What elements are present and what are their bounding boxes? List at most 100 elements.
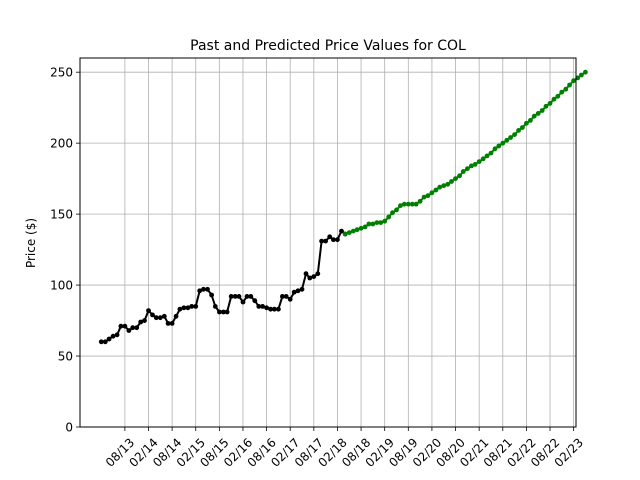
- data-point: [181, 305, 187, 311]
- data-point: [315, 271, 321, 277]
- data-point: [492, 146, 498, 152]
- data-point: [236, 294, 242, 299]
- data-point: [583, 69, 588, 75]
- data-point: [520, 125, 525, 130]
- data-point: [283, 294, 289, 299]
- data-point: [429, 190, 435, 196]
- data-point: [212, 304, 218, 309]
- y-tick-label: 250: [50, 66, 73, 80]
- data-point: [126, 328, 132, 333]
- data-point: [555, 93, 561, 99]
- data-point: [224, 309, 230, 315]
- data-point: [535, 111, 541, 116]
- data-point: [362, 224, 368, 230]
- data-point: [394, 207, 399, 213]
- data-point: [346, 230, 352, 236]
- data-point: [177, 306, 183, 312]
- data-point: [339, 228, 344, 234]
- data-point: [244, 294, 250, 299]
- data-point: [445, 181, 451, 187]
- data-point: [150, 312, 155, 318]
- data-point: [516, 127, 521, 133]
- data-point: [354, 227, 360, 233]
- data-point: [114, 332, 120, 338]
- data-point: [358, 225, 364, 231]
- data-point: [579, 72, 584, 78]
- data-point: [390, 210, 395, 216]
- data-point: [469, 163, 474, 169]
- data-point: [453, 176, 458, 182]
- data-point: [457, 173, 462, 179]
- chart-title: Past and Predicted Price Values for COL: [190, 38, 466, 54]
- data-point: [413, 201, 419, 207]
- data-point: [287, 296, 293, 302]
- data-point: [248, 294, 254, 299]
- data-point: [401, 201, 407, 207]
- data-point: [547, 101, 553, 106]
- data-point: [331, 237, 336, 243]
- data-point: [303, 271, 309, 277]
- data-point: [350, 228, 356, 234]
- data-point: [472, 162, 478, 167]
- data-point: [571, 78, 576, 84]
- data-point: [185, 305, 191, 311]
- data-point: [260, 304, 265, 309]
- data-point: [264, 305, 269, 311]
- data-point: [512, 132, 517, 138]
- data-point: [323, 238, 328, 244]
- data-point: [342, 231, 348, 237]
- data-point: [256, 304, 262, 309]
- data-point: [134, 325, 140, 331]
- data-point: [465, 166, 470, 172]
- data-point: [268, 306, 273, 312]
- y-tick-label: 50: [58, 350, 73, 364]
- data-point: [563, 86, 569, 92]
- data-point: [157, 315, 163, 321]
- data-point: [366, 221, 372, 227]
- data-point: [460, 169, 466, 174]
- data-point: [272, 306, 277, 312]
- data-point: [508, 135, 513, 140]
- data-point: [539, 108, 545, 113]
- data-point: [311, 274, 317, 279]
- data-point: [197, 288, 203, 294]
- grid: [80, 58, 576, 428]
- data-point: [551, 96, 557, 102]
- data-point: [240, 299, 246, 305]
- data-point: [476, 159, 482, 165]
- data-point: [106, 336, 112, 342]
- data-point: [201, 286, 206, 292]
- data-point: [524, 120, 529, 126]
- data-point: [480, 156, 486, 162]
- data-point: [409, 201, 415, 207]
- data-point: [417, 198, 423, 204]
- data-point: [307, 275, 313, 281]
- data-point: [378, 220, 384, 226]
- y-axis-label: Price ($): [24, 218, 38, 268]
- data-point: [504, 137, 510, 143]
- data-point: [209, 292, 215, 298]
- data-point: [252, 298, 258, 304]
- y-tick-label: 200: [50, 137, 73, 151]
- data-point: [217, 309, 222, 315]
- data-point: [232, 294, 238, 299]
- data-point: [280, 294, 285, 299]
- y-axis: 0 50 100 150 200 250: [50, 66, 80, 435]
- data-point: [295, 288, 301, 294]
- series: [98, 69, 588, 345]
- data-point: [531, 113, 537, 119]
- plot-frame: [79, 57, 577, 428]
- data-point: [118, 323, 124, 329]
- data-point: [441, 183, 447, 189]
- data-point: [165, 321, 171, 326]
- data-point: [374, 220, 380, 226]
- data-point: [110, 333, 116, 339]
- data-point: [205, 286, 210, 292]
- data-point: [500, 140, 506, 146]
- data-point: [405, 201, 411, 207]
- data-point: [449, 179, 454, 184]
- data-point: [138, 319, 144, 325]
- data-point: [130, 325, 136, 331]
- data-point: [291, 289, 297, 295]
